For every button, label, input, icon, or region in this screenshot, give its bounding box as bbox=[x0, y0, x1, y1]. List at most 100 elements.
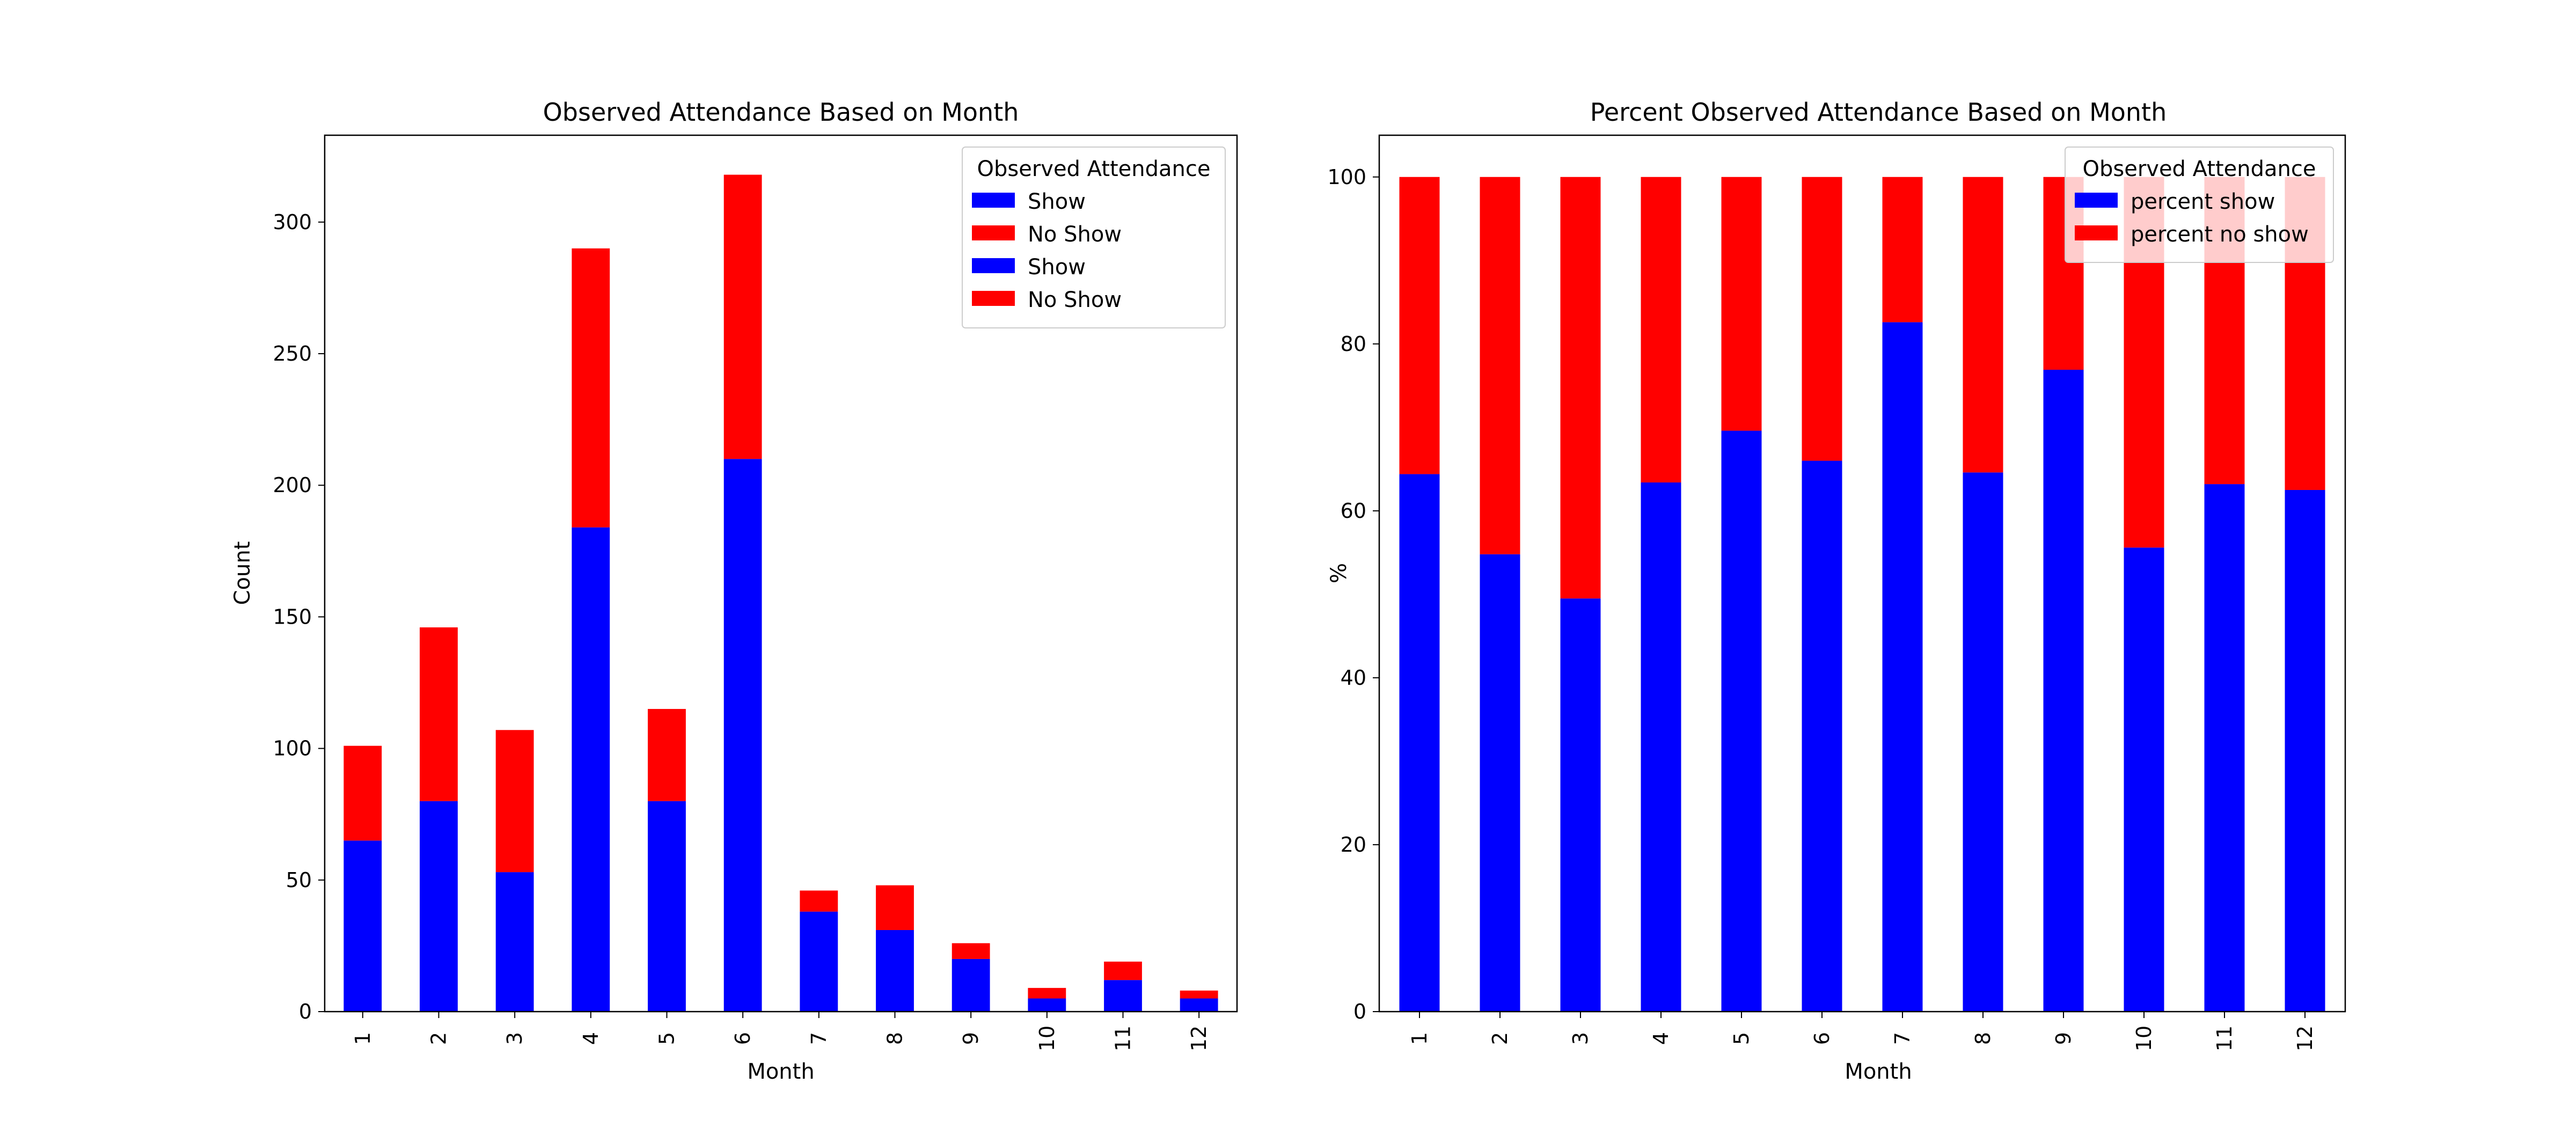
x-tick-label: 12 bbox=[2293, 1026, 2317, 1051]
legend-box bbox=[962, 147, 1226, 328]
show-bar-month-10 bbox=[2124, 547, 2164, 1012]
x-tick-label: 9 bbox=[959, 1032, 983, 1045]
show-bar-month-7 bbox=[800, 911, 838, 1012]
x-tick-label: 12 bbox=[1187, 1026, 1211, 1051]
show-bar-month-7 bbox=[1882, 322, 1923, 1012]
show-bar-month-4 bbox=[572, 527, 610, 1012]
x-tick-label: 7 bbox=[1891, 1032, 1914, 1045]
no-show-bar-month-8 bbox=[1963, 177, 2003, 473]
y-axis-label: % bbox=[1327, 563, 1351, 583]
x-tick-label: 6 bbox=[1810, 1032, 1834, 1045]
legend-swatch bbox=[972, 258, 1015, 273]
show-bar-month-1 bbox=[1399, 474, 1440, 1012]
legend-entry-label: No Show bbox=[1028, 222, 1122, 247]
no-show-bar-month-8 bbox=[876, 885, 914, 930]
legend: Observed Attendance Show No Show Show No Sho… bbox=[962, 147, 1226, 328]
no-show-bar-month-6 bbox=[1802, 177, 1842, 461]
no-show-bar-month-1 bbox=[343, 745, 382, 841]
no-show-bar-month-6 bbox=[723, 174, 762, 459]
legend-swatch bbox=[2075, 225, 2118, 240]
show-bar-month-8 bbox=[876, 930, 914, 1012]
y-tick-label: 250 bbox=[273, 342, 312, 365]
no-show-bar-month-1 bbox=[1399, 177, 1440, 474]
axes-frame bbox=[324, 134, 1238, 1013]
legend-entry-label: Show bbox=[1028, 189, 1086, 214]
percent-chart: Percent Observed Attendance Based on Mon… bbox=[1327, 98, 2346, 1084]
x-tick-label: 6 bbox=[731, 1032, 755, 1045]
legend-swatch bbox=[972, 193, 1015, 208]
legend: Observed Attendance percent show percent n… bbox=[2065, 147, 2334, 263]
no-show-bar-month-7 bbox=[800, 890, 838, 912]
legend-entry-label: percent no show bbox=[2131, 222, 2309, 247]
legend-swatch bbox=[972, 291, 1015, 306]
y-tick-label: 100 bbox=[1327, 165, 1366, 189]
x-tick-label: 2 bbox=[1488, 1032, 1512, 1045]
x-tick-label: 8 bbox=[1971, 1032, 1995, 1045]
axes-frame bbox=[1378, 134, 2346, 1013]
chart-title: Percent Observed Attendance Based on Mon… bbox=[1590, 98, 2167, 127]
show-bar-month-3 bbox=[495, 872, 534, 1012]
legend-title: Observed Attendance bbox=[2083, 157, 2316, 181]
legend-entry-label: No Show bbox=[1028, 288, 1122, 312]
no-show-bar-month-2 bbox=[1480, 177, 1520, 554]
y-tick-label: 300 bbox=[273, 210, 312, 234]
legend-swatch bbox=[972, 225, 1015, 240]
x-tick-label: 11 bbox=[1111, 1026, 1135, 1051]
show-bar-month-12 bbox=[2285, 489, 2325, 1012]
show-bar-month-3 bbox=[1560, 598, 1601, 1012]
x-tick-label: 7 bbox=[807, 1032, 831, 1045]
x-tick-label: 1 bbox=[1408, 1032, 1431, 1045]
legend-title: Observed Attendance bbox=[977, 157, 1211, 181]
show-bar-month-6 bbox=[1802, 460, 1842, 1012]
show-bar-month-9 bbox=[2043, 370, 2084, 1012]
legend-entry-label: percent show bbox=[2131, 189, 2275, 214]
no-show-bar-month-3 bbox=[495, 730, 534, 873]
x-tick-label: 10 bbox=[1035, 1026, 1059, 1051]
show-bar-month-8 bbox=[1963, 472, 2003, 1012]
show-bar-month-10 bbox=[1028, 998, 1066, 1012]
y-axis-label: Count bbox=[230, 541, 255, 605]
y-tick-label: 150 bbox=[273, 605, 312, 628]
show-bar-month-2 bbox=[420, 801, 458, 1012]
y-tick-label: 40 bbox=[1341, 666, 1366, 690]
show-bar-month-6 bbox=[723, 459, 762, 1012]
x-tick-label: 3 bbox=[503, 1032, 526, 1045]
no-show-bar-month-11 bbox=[1104, 961, 1142, 980]
plot-area: 1 2 3 4 5 6 7 8 9 10 11 12050100150200250300Observe… bbox=[273, 134, 1238, 1051]
show-bar-month-2 bbox=[1480, 554, 1520, 1012]
chart-title: Observed Attendance Based on Month bbox=[543, 98, 1019, 127]
show-bar-month-5 bbox=[1721, 430, 1762, 1012]
no-show-bar-month-5 bbox=[1721, 177, 1762, 431]
legend-swatch bbox=[2075, 193, 2118, 208]
no-show-bar-month-2 bbox=[420, 627, 458, 801]
show-bar-month-11 bbox=[2204, 484, 2245, 1012]
no-show-bar-month-12 bbox=[1180, 990, 1218, 999]
x-tick-label: 4 bbox=[579, 1032, 603, 1045]
y-tick-label: 0 bbox=[1353, 1000, 1366, 1023]
no-show-bar-month-9 bbox=[952, 943, 990, 959]
y-tick-label: 80 bbox=[1341, 332, 1366, 356]
x-tick-label: 9 bbox=[2052, 1032, 2075, 1045]
count-chart: Observed Attendance Based on Month Month… bbox=[230, 98, 1238, 1084]
y-tick-label: 20 bbox=[1341, 833, 1366, 857]
x-tick-label: 5 bbox=[1730, 1032, 1753, 1045]
show-bar-month-5 bbox=[648, 801, 686, 1012]
show-bar-month-11 bbox=[1104, 980, 1142, 1012]
y-tick-label: 0 bbox=[299, 1000, 312, 1023]
legend-box bbox=[2065, 147, 2334, 263]
x-tick-label: 1 bbox=[351, 1032, 375, 1045]
y-tick-label: 60 bbox=[1341, 499, 1366, 523]
no-show-bar-month-4 bbox=[1641, 177, 1681, 482]
no-show-bar-month-7 bbox=[1882, 177, 1923, 323]
x-tick-label: 4 bbox=[1649, 1032, 1673, 1045]
x-tick-label: 5 bbox=[655, 1032, 679, 1045]
no-show-bar-month-10 bbox=[1028, 987, 1066, 999]
x-axis-label: Month bbox=[1845, 1059, 1912, 1084]
show-bar-month-9 bbox=[952, 958, 990, 1012]
show-bar-month-1 bbox=[343, 840, 382, 1012]
show-bar-month-4 bbox=[1641, 482, 1681, 1012]
legend-entry-label: Show bbox=[1028, 255, 1086, 280]
y-tick-label: 200 bbox=[273, 473, 312, 497]
